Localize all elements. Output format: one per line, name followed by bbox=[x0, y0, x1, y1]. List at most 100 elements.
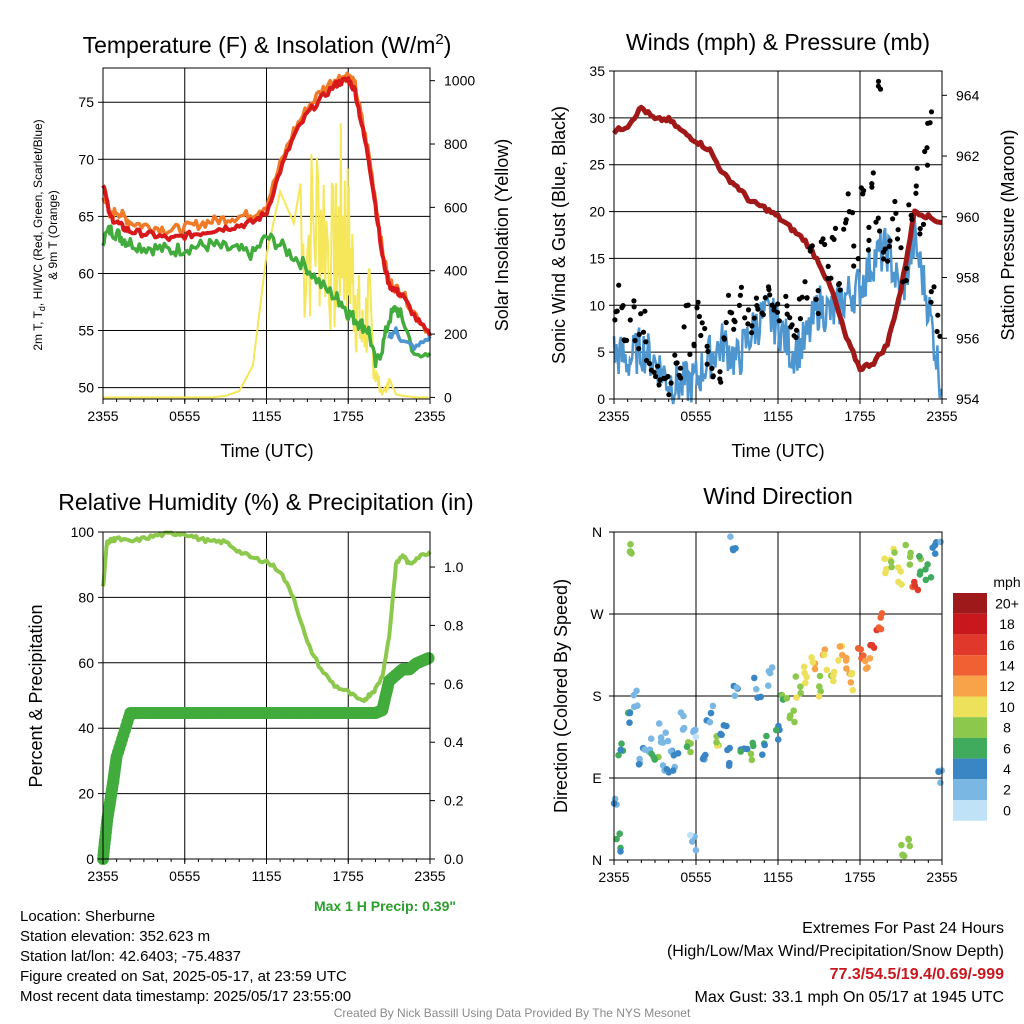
rh-xtick-label: 1155 bbox=[251, 868, 281, 884]
direction-point bbox=[692, 733, 700, 741]
temp-grid bbox=[103, 68, 430, 399]
direction-point bbox=[680, 724, 688, 732]
gust-point bbox=[632, 337, 638, 344]
direction-point bbox=[648, 750, 655, 758]
legend-label: 18 bbox=[999, 616, 1015, 632]
direction-point bbox=[618, 740, 625, 747]
dir-ytick-label: N bbox=[592, 524, 602, 540]
legend-swatch bbox=[953, 675, 987, 697]
rh-ytick-label: 80 bbox=[78, 589, 94, 605]
elevation-text: Station elevation: 352.623 m bbox=[20, 928, 211, 945]
direction-point bbox=[792, 673, 800, 680]
wind-ytick-right-label: 958 bbox=[956, 270, 980, 286]
direction-point bbox=[753, 685, 760, 693]
gust-point bbox=[723, 319, 729, 326]
pressure-line bbox=[612, 104, 943, 373]
wind-ytick-label: 15 bbox=[589, 250, 605, 266]
gust-point bbox=[677, 365, 684, 371]
gust-point bbox=[736, 302, 743, 308]
dir-xtick-label: 1155 bbox=[763, 869, 793, 885]
gust-point bbox=[681, 324, 687, 330]
gust-point bbox=[890, 216, 896, 222]
legend-swatch bbox=[953, 593, 987, 614]
gust-point bbox=[783, 293, 789, 299]
temp-series-group bbox=[101, 71, 432, 399]
gust-point bbox=[822, 241, 828, 248]
direction-point bbox=[687, 748, 694, 756]
direction-point bbox=[878, 610, 886, 617]
windchill-line bbox=[387, 326, 432, 351]
gust-point bbox=[832, 225, 839, 231]
gust-point bbox=[791, 333, 797, 339]
gust-point bbox=[828, 275, 834, 281]
wind-xtick-label: 2355 bbox=[598, 408, 629, 424]
direction-point bbox=[927, 574, 935, 581]
gust-point bbox=[775, 301, 781, 307]
credit-text: Created By Nick Bassill Using Data Provi… bbox=[333, 1006, 691, 1020]
direction-point bbox=[725, 762, 733, 769]
direction-point bbox=[800, 663, 808, 671]
gust-point bbox=[877, 86, 884, 92]
rh-panel-title: Relative Humidity (%) & Precipitation (i… bbox=[58, 489, 473, 515]
dir-panel: Wind Direction 2355 0555 1155 1755 2355NESWN… bbox=[551, 483, 1021, 885]
gust-point bbox=[865, 247, 872, 253]
direction-point bbox=[750, 742, 757, 750]
gust-point bbox=[846, 209, 852, 215]
wind-ylabel: Sonic Wind & Gust (Blue, Black) bbox=[549, 106, 569, 364]
gust-point bbox=[646, 360, 653, 367]
legend-swatch bbox=[953, 737, 987, 759]
rh-ytick-right-label: 1.0 bbox=[444, 559, 464, 575]
gust-point bbox=[627, 317, 633, 323]
gust-point bbox=[887, 238, 893, 244]
direction-point bbox=[868, 642, 876, 649]
direction-point bbox=[706, 718, 714, 726]
gust-point bbox=[694, 305, 700, 311]
direction-point bbox=[906, 561, 914, 568]
direction-point bbox=[774, 736, 782, 743]
direction-point bbox=[626, 709, 634, 717]
gust-point bbox=[841, 226, 847, 232]
direction-point bbox=[692, 846, 700, 854]
wind-ytick-right-label: 960 bbox=[956, 209, 980, 225]
direction-point bbox=[627, 541, 634, 548]
direction-point bbox=[816, 683, 823, 690]
gust-point bbox=[924, 162, 931, 168]
gust-point bbox=[774, 309, 781, 315]
legend-swatch bbox=[953, 800, 987, 821]
gust-point bbox=[622, 338, 628, 344]
rh-ytick-label: 100 bbox=[71, 524, 95, 540]
legend-label: 12 bbox=[999, 678, 1015, 694]
temp-xtick-label: 1755 bbox=[333, 408, 364, 424]
wind-ytick-label: 5 bbox=[597, 344, 605, 360]
gust-point bbox=[799, 294, 805, 300]
direction-point bbox=[764, 682, 772, 689]
gust-point bbox=[913, 190, 919, 196]
direction-point bbox=[790, 707, 797, 714]
rh-xtick-label: 2355 bbox=[87, 868, 118, 884]
direction-point bbox=[787, 712, 794, 719]
dir-grid bbox=[614, 532, 942, 860]
gust-point bbox=[665, 373, 671, 380]
direction-point bbox=[835, 657, 842, 664]
gust-point bbox=[831, 236, 837, 242]
direction-point bbox=[613, 835, 620, 843]
gust-point bbox=[836, 281, 842, 288]
direction-point bbox=[802, 679, 809, 687]
rh-ytick-right-label: 0.2 bbox=[444, 793, 464, 809]
gust-point bbox=[653, 373, 659, 380]
gust-point bbox=[710, 374, 716, 380]
direction-point bbox=[655, 720, 663, 727]
legend-title: mph bbox=[993, 574, 1020, 590]
gust-point bbox=[636, 331, 642, 338]
direction-point bbox=[883, 565, 890, 573]
direction-point bbox=[922, 576, 930, 584]
temp-ytick-label: 75 bbox=[78, 94, 94, 110]
direction-point bbox=[709, 702, 717, 710]
gust-point bbox=[873, 219, 879, 225]
temperature-line bbox=[101, 76, 432, 337]
direction-point bbox=[797, 683, 804, 690]
direction-point bbox=[743, 745, 751, 753]
wind-xtick-label: 1755 bbox=[844, 408, 875, 424]
direction-point bbox=[836, 643, 844, 650]
direction-point bbox=[707, 709, 715, 717]
